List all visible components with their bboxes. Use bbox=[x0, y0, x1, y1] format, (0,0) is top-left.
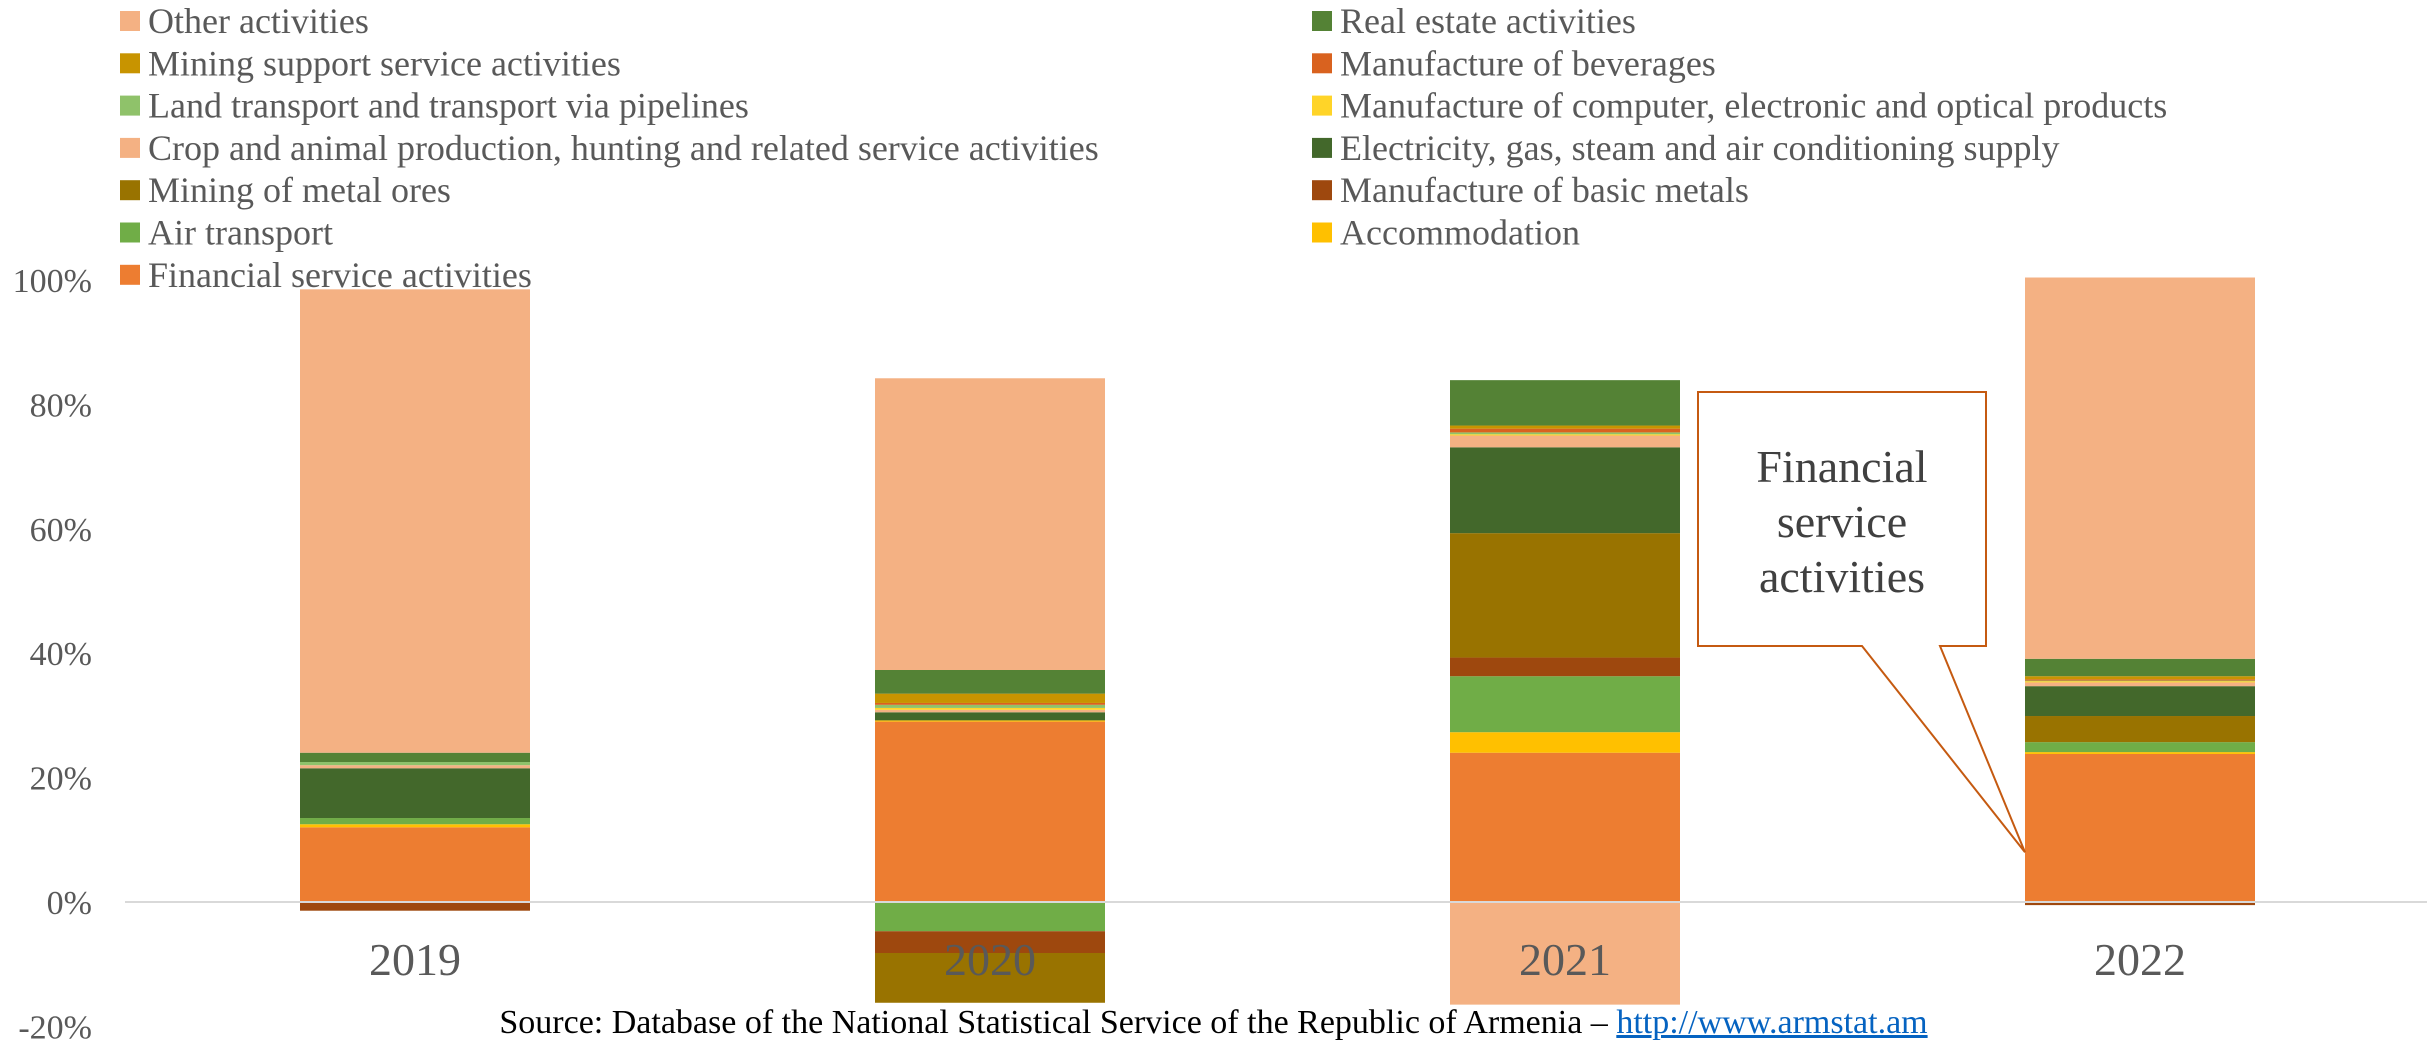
bar-segment-2020-mining-support-service-activities bbox=[875, 693, 1105, 703]
y-tick-label: 20% bbox=[30, 761, 92, 798]
legend-label-air-transport: Air transport bbox=[148, 213, 333, 253]
bar-segment-2021-financial-service-activities bbox=[1450, 752, 1680, 902]
bar-segment-2019-electricity-gas-steam-and-air-conditioning-supply bbox=[300, 768, 530, 819]
bar-segment-2019-financial-service-activities bbox=[300, 827, 530, 902]
bar-segment-2022-financial-service-activities bbox=[2025, 753, 2255, 902]
bar-segment-2021-accommodation bbox=[1450, 732, 1680, 753]
y-axis: -20% 0% 20% 40% 60% 80% 100% bbox=[13, 263, 92, 1046]
legend-swatch-manufacture-of-computer-electronic-and-optical-products bbox=[1312, 95, 1332, 116]
callout-box bbox=[1697, 391, 2026, 853]
y-tick-label: 100% bbox=[13, 263, 92, 300]
bar-segment-2021-electricity-gas-steam-and-air-conditioning-supply bbox=[1450, 447, 1680, 534]
y-tick-label: 60% bbox=[30, 512, 92, 549]
bar-segment-2021-mining-of-metal-ores bbox=[1450, 533, 1680, 658]
legend-swatch-financial-service-activities bbox=[120, 264, 140, 285]
bar-segment-2021-air-transport bbox=[1450, 676, 1680, 733]
bar-segment-2021-crop-and-animal-production-hunting-and-related-service-activities bbox=[1450, 435, 1680, 448]
bar-segment-2021-other-activities bbox=[1450, 902, 1680, 1005]
y-tick-label: -20% bbox=[18, 1009, 92, 1046]
legend-swatch-real-estate-activities bbox=[1312, 11, 1332, 31]
bar-segment-2020-land-transport-and-transport-via-pipelines bbox=[875, 704, 1105, 708]
callout-text-line: Financial bbox=[1756, 441, 1927, 492]
bar-segment-2019-real-estate-activities bbox=[300, 752, 530, 763]
legend-label-mining-support-service-activities: Mining support service activities bbox=[148, 43, 621, 83]
bar-segment-2019-other-activities bbox=[300, 289, 530, 753]
bar-segment-2020-electricity-gas-steam-and-air-conditioning-supply bbox=[875, 712, 1105, 721]
bar-segment-2022-manufacture-of-computer-electronic-and-optical-products bbox=[2025, 681, 2255, 683]
bar-segment-2019-land-transport-and-transport-via-pipelines bbox=[300, 762, 530, 766]
legend-label-other-activities: Other activities bbox=[148, 1, 369, 41]
y-tick-label: 40% bbox=[30, 636, 92, 673]
bar-segment-2020-other-activities bbox=[875, 378, 1105, 670]
bar-segment-2022-mining-of-metal-ores bbox=[2025, 716, 2255, 743]
x-axis: 2019 2020 2021 2022 bbox=[369, 934, 2186, 985]
bar-segment-2019-air-transport bbox=[300, 818, 530, 825]
x-tick-label-2022: 2022 bbox=[2094, 934, 2186, 985]
bar-segment-2020-accommodation bbox=[875, 720, 1105, 722]
y-tick-label: 0% bbox=[47, 885, 92, 922]
legend-swatch-manufacture-of-beverages bbox=[1312, 53, 1332, 74]
bar-segment-2022-crop-and-animal-production-hunting-and-related-service-activities bbox=[2025, 682, 2255, 687]
legend-swatch-other-activities bbox=[120, 11, 140, 31]
legend-label-electricity-gas-steam-and-air-conditioning-supply: Electricity, gas, steam and air conditio… bbox=[1340, 128, 2060, 168]
legend-label-financial-service-activities: Financial service activities bbox=[148, 255, 532, 295]
bar-segment-2020-manufacture-of-computer-electronic-and-optical-products bbox=[875, 707, 1105, 710]
bar-segment-2021-mining-support-service-activities bbox=[1450, 425, 1680, 429]
bars bbox=[300, 277, 2255, 1005]
callout-text-line: service bbox=[1777, 496, 1907, 547]
bar-segment-2020-air-transport bbox=[875, 902, 1105, 932]
bar-segment-2021-manufacture-of-computer-electronic-and-optical-products bbox=[1450, 434, 1680, 436]
bar-segment-2020-manufacture-of-basic-metals bbox=[875, 931, 1105, 954]
source-text: Source: Database of the National Statist… bbox=[499, 1004, 1617, 1041]
bar-segment-2022-mining-support-service-activities bbox=[2025, 676, 2255, 680]
legend-label-manufacture-of-computer-electronic-and-optical-products: Manufacture of computer, electronic and … bbox=[1340, 86, 2167, 126]
bar-segment-2020-financial-service-activities bbox=[875, 721, 1105, 902]
bar-segment-2022-land-transport-and-transport-via-pipelines bbox=[2025, 680, 2255, 682]
legend-swatch-mining-of-metal-ores bbox=[120, 180, 140, 201]
legend-label-crop-and-animal-production-hunting-and-related-service-activities: Crop and animal production, hunting and … bbox=[148, 128, 1099, 168]
legend-swatch-accommodation bbox=[1312, 222, 1332, 243]
bar-segment-2021-manufacture-of-basic-metals bbox=[1450, 657, 1680, 677]
bar-segment-2020-mining-of-metal-ores bbox=[875, 953, 1105, 1003]
legend-label-mining-of-metal-ores: Mining of metal ores bbox=[148, 170, 451, 210]
legend-swatch-mining-support-service-activities bbox=[120, 53, 140, 74]
bar-segment-2020-crop-and-animal-production-hunting-and-related-service-activities bbox=[875, 709, 1105, 713]
legend-label-land-transport-and-transport-via-pipelines: Land transport and transport via pipelin… bbox=[148, 86, 749, 126]
legend-swatch-electricity-gas-steam-and-air-conditioning-supply bbox=[1312, 137, 1332, 158]
bar-segment-2022-accommodation bbox=[2025, 752, 2255, 754]
bar-segment-2020-real-estate-activities bbox=[875, 669, 1105, 694]
bar-segment-2022-manufacture-of-beverages bbox=[2025, 679, 2255, 681]
legend-swatch-land-transport-and-transport-via-pipelines bbox=[120, 95, 140, 116]
y-tick-label: 80% bbox=[30, 387, 92, 424]
legend-swatch-manufacture-of-basic-metals bbox=[1312, 180, 1332, 201]
bar-segment-2021-land-transport-and-transport-via-pipelines bbox=[1450, 432, 1680, 435]
bar-segment-2019-crop-and-animal-production-hunting-and-related-service-activities bbox=[300, 765, 530, 769]
bar-segment-2019-accommodation bbox=[300, 824, 530, 828]
bar-segment-2021-manufacture-of-beverages bbox=[1450, 428, 1680, 433]
bar-segment-2020-manufacture-of-beverages bbox=[875, 702, 1105, 705]
legend-label-manufacture-of-basic-metals: Manufacture of basic metals bbox=[1340, 170, 1749, 210]
x-tick-label-2020: 2020 bbox=[944, 934, 1036, 985]
legend-label-accommodation: Accommodation bbox=[1340, 213, 1580, 253]
x-tick-label-2019: 2019 bbox=[369, 934, 461, 985]
source-note: Source: Database of the National Statist… bbox=[0, 1004, 2427, 1042]
bar-segment-2022-manufacture-of-basic-metals bbox=[2025, 902, 2255, 906]
x-tick-label-2021: 2021 bbox=[1519, 934, 1611, 985]
legend-swatch-crop-and-animal-production-hunting-and-related-service-activities bbox=[120, 137, 140, 158]
bar-segment-2022-other-activities bbox=[2025, 277, 2255, 659]
legend-label-real-estate-activities: Real estate activities bbox=[1340, 1, 1636, 41]
bar-segment-2022-real-estate-activities bbox=[2025, 658, 2255, 677]
source-link[interactable]: http://www.armstat.am bbox=[1616, 1004, 1928, 1041]
bar-segment-2022-electricity-gas-steam-and-air-conditioning-supply bbox=[2025, 686, 2255, 717]
bar-segment-2022-air-transport bbox=[2025, 742, 2255, 753]
legend-label-manufacture-of-beverages: Manufacture of beverages bbox=[1340, 43, 1716, 83]
callout-text-line: activities bbox=[1759, 551, 1925, 602]
bar-segment-2021-real-estate-activities bbox=[1450, 380, 1680, 426]
bar-segment-2019-manufacture-of-basic-metals bbox=[300, 902, 530, 911]
legend-swatch-air-transport bbox=[120, 222, 140, 243]
